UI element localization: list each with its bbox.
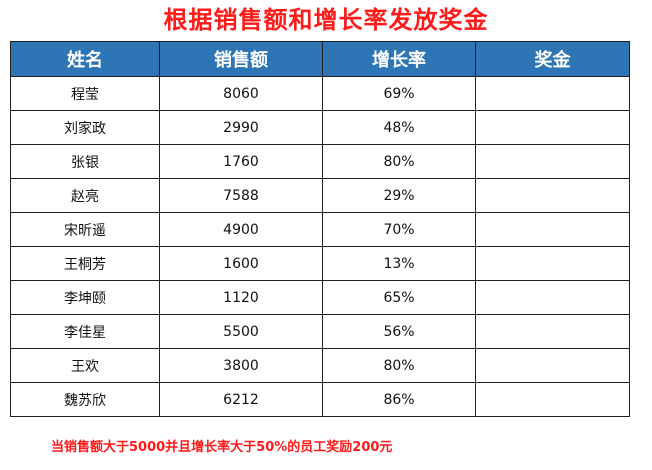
footnote: 当销售额大于5000并且增长率大于50%的员工奖励200元 — [51, 440, 393, 455]
cell-name[interactable]: 程莹 — [10, 76, 160, 111]
cell-sales[interactable]: 4900 — [159, 212, 323, 247]
cell-sales[interactable]: 1760 — [159, 144, 323, 179]
page-title: 根据销售额和增长率发放奖金 — [163, 6, 489, 34]
cell-bonus[interactable] — [475, 382, 630, 417]
cell-growth[interactable]: 80% — [322, 348, 476, 383]
cell-sales[interactable]: 3800 — [159, 348, 323, 383]
cell-name[interactable]: 宋昕遥 — [10, 212, 160, 247]
cell-bonus[interactable] — [475, 110, 630, 145]
cell-sales[interactable]: 2990 — [159, 110, 323, 145]
table-row: 刘家政 2990 48% — [10, 110, 630, 145]
cell-bonus[interactable] — [475, 212, 630, 247]
cell-bonus[interactable] — [475, 246, 630, 281]
table-row: 李佳星 5500 56% — [10, 314, 630, 349]
cell-bonus[interactable] — [475, 314, 630, 349]
table-row: 魏苏欣 6212 86% — [10, 382, 630, 417]
cell-name[interactable]: 张银 — [10, 144, 160, 179]
cell-name[interactable]: 王欢 — [10, 348, 160, 383]
cell-name[interactable]: 李佳星 — [10, 314, 160, 349]
cell-bonus[interactable] — [475, 178, 630, 213]
table-row: 宋昕遥 4900 70% — [10, 212, 630, 247]
cell-sales[interactable]: 8060 — [159, 76, 323, 111]
cell-growth[interactable]: 86% — [322, 382, 476, 417]
cell-name[interactable]: 李坤颐 — [10, 280, 160, 315]
cell-bonus[interactable] — [475, 348, 630, 383]
cell-growth[interactable]: 80% — [322, 144, 476, 179]
sales-table: 姓名 销售额 增长率 奖金 程莹 8060 69% 刘家政 2990 48% 张… — [10, 41, 630, 417]
cell-growth[interactable]: 69% — [322, 76, 476, 111]
table-row: 李坤颐 1120 65% — [10, 280, 630, 315]
table-header-row: 姓名 销售额 增长率 奖金 — [10, 41, 630, 77]
cell-growth[interactable]: 70% — [322, 212, 476, 247]
cell-bonus[interactable] — [475, 144, 630, 179]
cell-bonus[interactable] — [475, 280, 630, 315]
cell-growth[interactable]: 48% — [322, 110, 476, 145]
cell-growth[interactable]: 29% — [322, 178, 476, 213]
cell-name[interactable]: 刘家政 — [10, 110, 160, 145]
cell-bonus[interactable] — [475, 76, 630, 111]
column-header-name: 姓名 — [10, 41, 160, 77]
table-row: 王桐芳 1600 13% — [10, 246, 630, 281]
column-header-bonus: 奖金 — [475, 41, 630, 77]
cell-sales[interactable]: 5500 — [159, 314, 323, 349]
cell-sales[interactable]: 7588 — [159, 178, 323, 213]
cell-name[interactable]: 王桐芳 — [10, 246, 160, 281]
cell-name[interactable]: 魏苏欣 — [10, 382, 160, 417]
cell-growth[interactable]: 13% — [322, 246, 476, 281]
cell-sales[interactable]: 6212 — [159, 382, 323, 417]
cell-growth[interactable]: 65% — [322, 280, 476, 315]
cell-name[interactable]: 赵亮 — [10, 178, 160, 213]
table-row: 张银 1760 80% — [10, 144, 630, 179]
table-row: 程莹 8060 69% — [10, 76, 630, 111]
cell-sales[interactable]: 1600 — [159, 246, 323, 281]
cell-sales[interactable]: 1120 — [159, 280, 323, 315]
table-row: 王欢 3800 80% — [10, 348, 630, 383]
cell-growth[interactable]: 56% — [322, 314, 476, 349]
table-row: 赵亮 7588 29% — [10, 178, 630, 213]
column-header-growth: 增长率 — [322, 41, 476, 77]
column-header-sales: 销售额 — [159, 41, 323, 77]
